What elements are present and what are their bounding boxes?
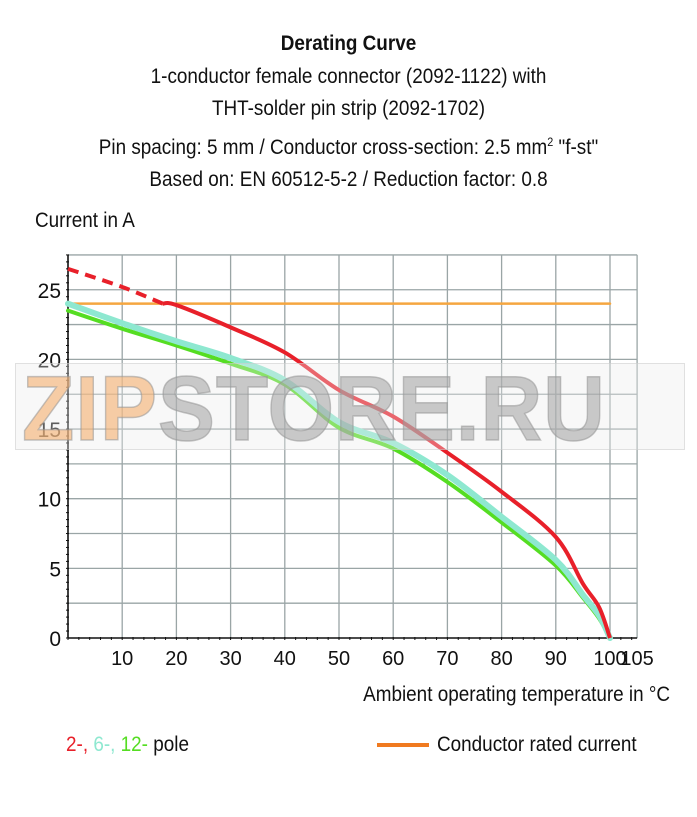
x-tick-label: 90: [545, 648, 567, 670]
x-tick-label: 100: [593, 648, 626, 670]
x-tick-label: 10: [111, 648, 133, 670]
y-tick-label: 0: [49, 628, 61, 651]
x-tick-label: 20: [165, 648, 187, 670]
legend-poles: 2-, 6-, 12- pole: [66, 733, 189, 757]
legend-pole-suffix: pole: [147, 733, 189, 756]
subtitle-line-3-suffix: "f-st": [553, 135, 599, 159]
chart-axes: [66, 254, 638, 640]
y-axis-label: Current in A: [35, 209, 135, 232]
legend-rated-current: Conductor rated current: [377, 733, 659, 757]
legend-pole-2: 2-: [66, 733, 83, 756]
series-2-pole-extrapolated: [67, 266, 164, 306]
series-6-pole: [65, 300, 613, 641]
x-tick-label: 70: [436, 648, 458, 670]
chart-header: Derating Curve 1-conductor female connec…: [0, 28, 697, 197]
legend-pole-12: 12-: [120, 733, 148, 756]
y-tick-label: 25: [38, 280, 61, 303]
y-tick-label: 20: [38, 349, 61, 372]
subtitle-line-2: THT-solder pin strip (2092-1702): [211, 97, 486, 120]
x-tick-label: 50: [328, 648, 350, 670]
series-2-pole: [162, 300, 612, 639]
data-series: [65, 266, 613, 641]
chart-title: Derating Curve: [280, 32, 417, 55]
y-tick-label: 10: [38, 489, 61, 512]
subtitle-line-4: Based on: EN 60512-5-2 / Reduction facto…: [149, 168, 548, 191]
y-tick-label: 5: [49, 558, 61, 581]
legend-rated-label: Conductor rated current: [437, 733, 637, 756]
x-tick-label: 80: [490, 648, 512, 670]
x-axis-label: Ambient operating temperature in °C: [363, 683, 670, 706]
subtitle-line-3-text: Pin spacing: 5 mm / Conductor cross-sect…: [98, 135, 548, 159]
legend-pole-6: 6-: [93, 733, 111, 756]
superscript: 2: [547, 134, 554, 149]
subtitle-line-3: Pin spacing: 5 mm / Conductor cross-sect…: [35, 126, 662, 165]
y-tick-label: 15: [38, 419, 61, 442]
legend-sep-2: ,: [110, 733, 121, 756]
x-tick-label: 40: [274, 648, 296, 670]
legend-sep-1: ,: [82, 733, 94, 756]
x-tick-label: 30: [219, 648, 241, 670]
chart-grid: [68, 254, 638, 638]
x-tick-label: 105: [620, 648, 653, 670]
legend-orange-line-icon: [377, 743, 429, 747]
x-tick-label: 60: [382, 648, 404, 670]
subtitle-line-1: 1-conductor female connector (2092-1122)…: [150, 64, 547, 88]
